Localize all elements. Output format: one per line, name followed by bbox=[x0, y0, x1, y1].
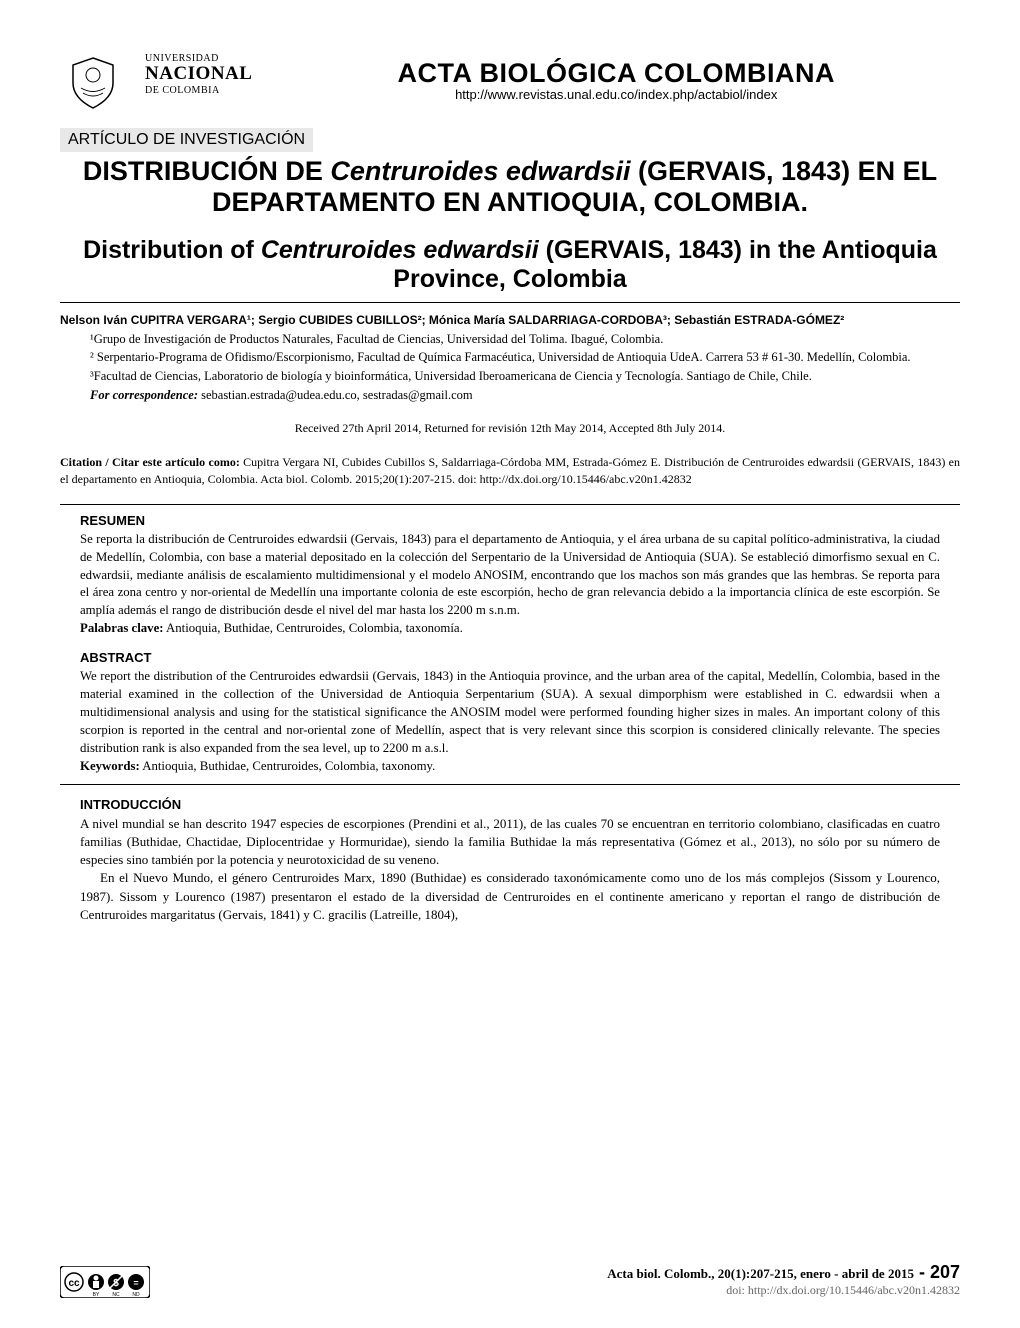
divider bbox=[60, 784, 960, 785]
svg-text:=: = bbox=[133, 1278, 138, 1288]
university-line2: NACIONAL bbox=[145, 64, 252, 85]
affiliations-block: ¹Grupo de Investigación de Productos Nat… bbox=[60, 331, 960, 386]
introduction-body: A nivel mundial se han descrito 1947 esp… bbox=[60, 815, 960, 924]
svg-text:BY: BY bbox=[93, 1292, 100, 1298]
correspondence-label: For correspondence: bbox=[90, 388, 198, 402]
affiliation-3: ³Facultad de Ciencias, Laboratorio de bi… bbox=[90, 368, 960, 386]
svg-text:NC: NC bbox=[112, 1292, 120, 1298]
shield-icon bbox=[63, 53, 123, 113]
article-title-spanish: DISTRIBUCIÓN DE Centruroides edwardsii (… bbox=[60, 156, 960, 218]
footer-citation: Acta biol. Colomb., 20(1):207-215, enero… bbox=[607, 1266, 914, 1281]
university-line3: DE COLOMBIA bbox=[145, 85, 252, 96]
svg-text:ND: ND bbox=[132, 1292, 140, 1298]
journal-header: ACTA BIOLÓGICA COLOMBIANA http://www.rev… bbox=[272, 58, 960, 102]
journal-url: http://www.revistas.unal.edu.co/index.ph… bbox=[272, 87, 960, 102]
dates-line: Received 27th April 2014, Returned for r… bbox=[60, 421, 960, 436]
page-footer: cc BY $ NC = ND Acta biol. Colomb., 20(1… bbox=[60, 1262, 960, 1298]
authors-list: Nelson Iván CUPITRA VERGARA¹; Sergio CUB… bbox=[60, 313, 960, 327]
intro-para-1: A nivel mundial se han descrito 1947 esp… bbox=[80, 815, 940, 870]
palabras-clave-label: Palabras clave: bbox=[80, 621, 164, 635]
title-en-species: Centruroides edwardsii bbox=[261, 236, 539, 264]
svg-text:cc: cc bbox=[68, 1278, 80, 1289]
university-logo bbox=[60, 50, 125, 115]
abstract-heading: ABSTRACT bbox=[80, 650, 940, 665]
header-row: UNIVERSIDAD NACIONAL DE COLOMBIA ACTA BI… bbox=[60, 50, 960, 115]
article-type-label: ARTÍCULO DE INVESTIGACIÓN bbox=[60, 128, 313, 152]
footer-doi: doi: http://dx.doi.org/10.15446/abc.v20n… bbox=[607, 1283, 960, 1298]
cc-license-icon: cc BY $ NC = ND bbox=[60, 1266, 150, 1298]
footer-right: Acta biol. Colomb., 20(1):207-215, enero… bbox=[607, 1262, 960, 1298]
citation-label: Citation / Citar este artículo como: bbox=[60, 455, 240, 469]
intro-heading: INTRODUCCIÓN bbox=[60, 797, 960, 812]
resumen-text: Se reporta la distribución de Centruroid… bbox=[60, 531, 960, 621]
footer-page-number: 207 bbox=[930, 1262, 960, 1282]
article-title-english: Distribution of Centruroides edwardsii (… bbox=[60, 236, 960, 294]
palabras-clave: Palabras clave: Antioquia, Buthidae, Cen… bbox=[60, 621, 960, 636]
resumen-heading: RESUMEN bbox=[80, 513, 940, 528]
affiliation-1: ¹Grupo de Investigación de Productos Nat… bbox=[90, 331, 960, 349]
title-es-pre: DISTRIBUCIÓN DE bbox=[83, 156, 331, 186]
journal-title: ACTA BIOLÓGICA COLOMBIANA bbox=[272, 58, 960, 89]
footer-dash: - bbox=[914, 1262, 930, 1282]
title-es-species: Centruroides edwardsii bbox=[330, 156, 630, 186]
keywords-line: Keywords: Antioquia, Buthidae, Centruroi… bbox=[60, 759, 960, 774]
divider bbox=[60, 302, 960, 303]
keywords-text: Antioquia, Buthidae, Centruroides, Colom… bbox=[140, 759, 436, 773]
palabras-clave-text: Antioquia, Buthidae, Centruroides, Colom… bbox=[164, 621, 463, 635]
footer-citation-line: Acta biol. Colomb., 20(1):207-215, enero… bbox=[607, 1262, 960, 1283]
affiliation-2: ² Serpentario-Programa de Ofidismo/Escor… bbox=[90, 349, 960, 367]
title-en-pre: Distribution of bbox=[83, 236, 261, 264]
university-name: UNIVERSIDAD NACIONAL DE COLOMBIA bbox=[145, 53, 252, 96]
correspondence-emails: sebastian.estrada@udea.edu.co, sestradas… bbox=[198, 388, 473, 402]
abstract-text: We report the distribution of the Centru… bbox=[60, 668, 960, 758]
citation-block: Citation / Citar este artículo como: Cup… bbox=[60, 454, 960, 488]
keywords-label: Keywords: bbox=[80, 759, 140, 773]
intro-para-2: En el Nuevo Mundo, el género Centruroide… bbox=[80, 869, 940, 924]
correspondence-line: For correspondence: sebastian.estrada@ud… bbox=[60, 388, 960, 403]
divider bbox=[60, 504, 960, 505]
